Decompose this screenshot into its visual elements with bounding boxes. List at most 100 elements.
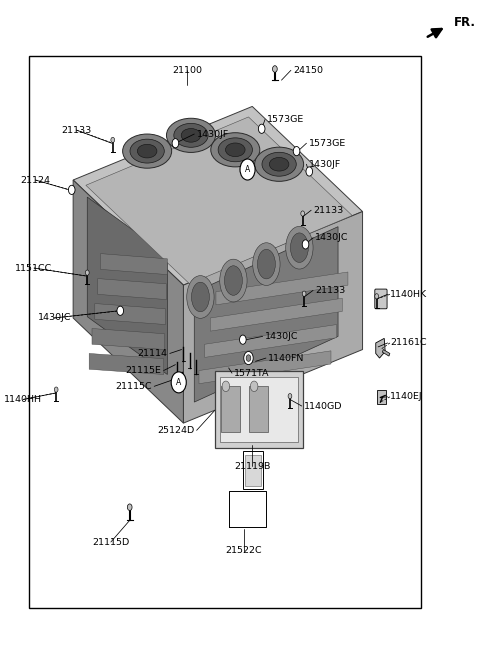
Text: 1430JC: 1430JC xyxy=(37,313,71,323)
Text: 1140EJ: 1140EJ xyxy=(390,392,422,401)
Text: 21115E: 21115E xyxy=(125,366,161,375)
Polygon shape xyxy=(92,328,165,350)
Circle shape xyxy=(258,124,265,133)
Circle shape xyxy=(375,294,379,299)
Ellipse shape xyxy=(262,152,296,176)
Text: 1430JC: 1430JC xyxy=(315,233,349,242)
Ellipse shape xyxy=(192,283,209,312)
Ellipse shape xyxy=(257,249,276,279)
Ellipse shape xyxy=(254,147,304,181)
Polygon shape xyxy=(183,212,362,423)
Circle shape xyxy=(54,387,58,392)
Text: 1140GD: 1140GD xyxy=(304,401,343,411)
Ellipse shape xyxy=(137,145,157,158)
Ellipse shape xyxy=(167,118,216,152)
Circle shape xyxy=(240,335,246,344)
Ellipse shape xyxy=(290,233,308,263)
Text: 21119B: 21119B xyxy=(234,462,270,471)
Circle shape xyxy=(240,159,255,180)
Circle shape xyxy=(302,240,309,249)
Bar xyxy=(215,371,303,448)
Text: 24150: 24150 xyxy=(293,66,323,75)
Text: FR.: FR. xyxy=(454,16,476,30)
Bar xyxy=(221,386,240,432)
Circle shape xyxy=(172,139,179,148)
Text: 1430JF: 1430JF xyxy=(197,129,229,139)
Text: 25124D: 25124D xyxy=(157,426,194,435)
Circle shape xyxy=(293,147,300,156)
Ellipse shape xyxy=(225,265,242,296)
Polygon shape xyxy=(95,304,166,325)
Bar xyxy=(377,390,386,404)
Text: 1140HK: 1140HK xyxy=(390,290,427,299)
Circle shape xyxy=(306,167,312,176)
Text: 21133: 21133 xyxy=(313,206,344,215)
Polygon shape xyxy=(86,117,352,284)
Ellipse shape xyxy=(253,242,280,285)
Ellipse shape xyxy=(220,259,247,302)
Bar xyxy=(29,56,420,608)
Circle shape xyxy=(85,270,89,275)
Text: 21161C: 21161C xyxy=(390,338,427,348)
Text: 1430JC: 1430JC xyxy=(265,332,299,341)
Polygon shape xyxy=(210,298,342,331)
Circle shape xyxy=(111,137,115,143)
Ellipse shape xyxy=(269,158,289,171)
Circle shape xyxy=(251,381,258,392)
Ellipse shape xyxy=(187,276,214,319)
Polygon shape xyxy=(97,279,167,300)
Polygon shape xyxy=(216,272,348,305)
Ellipse shape xyxy=(130,139,164,163)
Circle shape xyxy=(69,185,75,194)
Ellipse shape xyxy=(211,133,260,167)
Polygon shape xyxy=(87,197,168,374)
Bar xyxy=(243,451,263,489)
Circle shape xyxy=(222,381,229,392)
Ellipse shape xyxy=(218,138,252,162)
Text: 21124: 21124 xyxy=(21,175,50,185)
Text: 21522C: 21522C xyxy=(226,546,262,555)
Polygon shape xyxy=(73,180,183,423)
Circle shape xyxy=(117,306,123,315)
Polygon shape xyxy=(73,106,362,285)
Text: 1571TA: 1571TA xyxy=(234,369,270,378)
Bar xyxy=(245,455,261,486)
Ellipse shape xyxy=(122,134,172,168)
Polygon shape xyxy=(100,254,168,275)
Bar xyxy=(250,386,268,432)
Text: 21133: 21133 xyxy=(315,286,346,295)
Circle shape xyxy=(302,291,306,296)
Circle shape xyxy=(273,66,277,72)
Circle shape xyxy=(288,394,292,399)
Ellipse shape xyxy=(286,226,313,269)
Text: 21115C: 21115C xyxy=(115,382,152,391)
Circle shape xyxy=(171,372,186,393)
Polygon shape xyxy=(204,325,336,357)
Text: 1140FN: 1140FN xyxy=(268,353,305,363)
Text: 1573GE: 1573GE xyxy=(267,115,305,124)
Polygon shape xyxy=(376,338,385,358)
Ellipse shape xyxy=(181,129,201,142)
Text: 21114: 21114 xyxy=(137,349,168,358)
FancyBboxPatch shape xyxy=(375,289,387,309)
Text: 21133: 21133 xyxy=(61,125,92,135)
Circle shape xyxy=(246,355,251,361)
Circle shape xyxy=(127,504,132,510)
Text: 1151CC: 1151CC xyxy=(15,263,53,273)
Ellipse shape xyxy=(226,143,245,156)
Text: 1573GE: 1573GE xyxy=(309,139,346,148)
Ellipse shape xyxy=(174,124,208,147)
Text: 21100: 21100 xyxy=(172,66,202,75)
Text: 21115D: 21115D xyxy=(92,537,130,547)
Polygon shape xyxy=(383,350,390,356)
Text: A: A xyxy=(176,378,181,387)
Text: 1430JF: 1430JF xyxy=(309,160,341,169)
Text: 1140HH: 1140HH xyxy=(4,395,42,404)
Polygon shape xyxy=(89,353,164,374)
Polygon shape xyxy=(199,351,331,384)
Circle shape xyxy=(244,351,253,365)
Text: A: A xyxy=(245,165,250,174)
Bar xyxy=(220,377,298,442)
Polygon shape xyxy=(194,227,338,402)
Circle shape xyxy=(301,211,305,216)
